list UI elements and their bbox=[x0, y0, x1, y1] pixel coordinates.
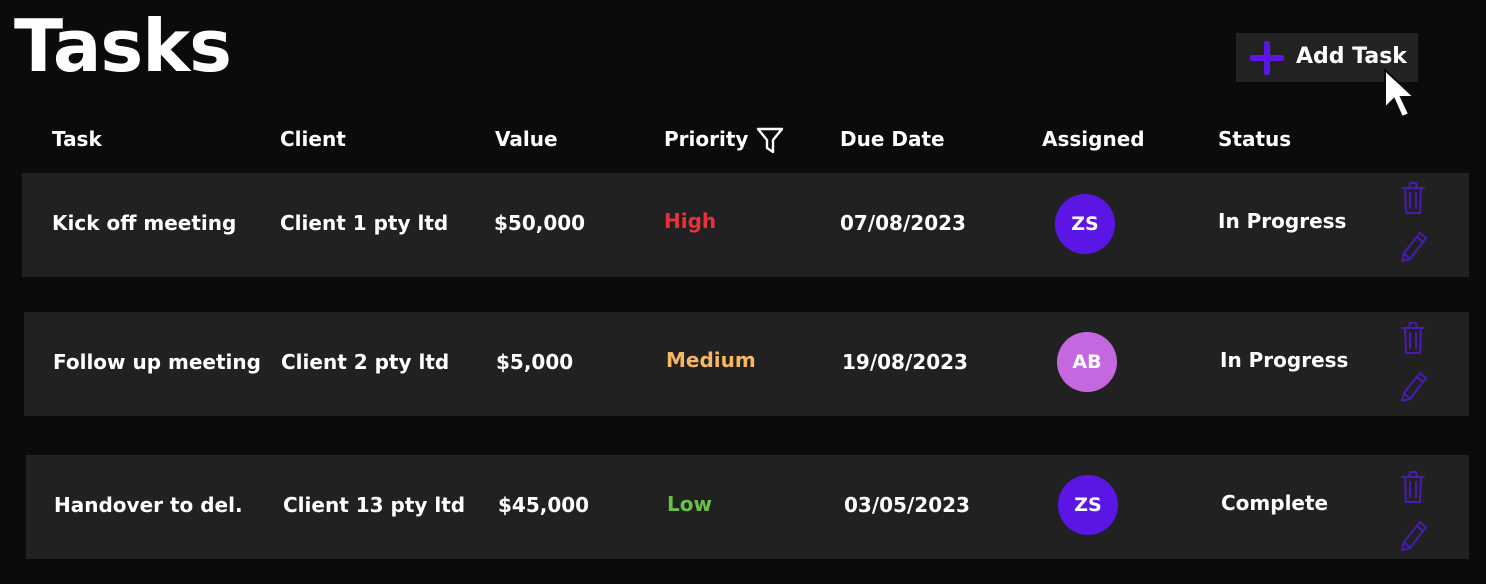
priority-badge: Low bbox=[667, 492, 712, 516]
due-date: 19/08/2023 bbox=[842, 350, 968, 374]
priority-badge: Medium bbox=[666, 348, 756, 372]
table-row[interactable]: Handover to del. Client 13 pty ltd $45,0… bbox=[26, 455, 1469, 559]
task-value: $50,000 bbox=[494, 211, 586, 235]
client-name: Client 13 pty ltd bbox=[283, 493, 466, 517]
header-assigned: Assigned bbox=[1042, 127, 1145, 151]
header-task: Task bbox=[52, 127, 102, 151]
trash-icon[interactable] bbox=[1398, 320, 1428, 356]
due-date: 03/05/2023 bbox=[844, 493, 970, 517]
header-value: Value bbox=[495, 127, 558, 151]
avatar[interactable]: ZS bbox=[1055, 194, 1115, 254]
priority-badge: High bbox=[664, 209, 717, 233]
header-client: Client bbox=[280, 127, 346, 151]
task-name: Kick off meeting bbox=[52, 211, 237, 235]
avatar[interactable]: AB bbox=[1057, 332, 1117, 392]
header-priority: Priority bbox=[664, 127, 749, 151]
status-text: In Progress bbox=[1220, 348, 1349, 372]
due-date: 07/08/2023 bbox=[840, 211, 966, 235]
header-status: Status bbox=[1218, 127, 1292, 151]
table-row[interactable]: Kick off meeting Client 1 pty ltd $50,00… bbox=[22, 173, 1469, 277]
trash-icon[interactable] bbox=[1398, 469, 1428, 505]
avatar[interactable]: ZS bbox=[1058, 475, 1118, 535]
pencil-icon[interactable] bbox=[1398, 518, 1428, 554]
add-task-label: Add Task bbox=[1296, 44, 1407, 69]
cursor-icon bbox=[1384, 68, 1417, 119]
client-name: Client 2 pty ltd bbox=[281, 350, 450, 374]
trash-icon[interactable] bbox=[1398, 180, 1428, 216]
client-name: Client 1 pty ltd bbox=[280, 211, 449, 235]
filter-icon[interactable] bbox=[756, 126, 784, 156]
task-name: Handover to del. bbox=[54, 493, 243, 517]
page-title: Tasks bbox=[14, 4, 232, 88]
task-value: $5,000 bbox=[496, 350, 574, 374]
task-value: $45,000 bbox=[498, 493, 590, 517]
plus-icon bbox=[1250, 41, 1284, 75]
status-text: Complete bbox=[1221, 491, 1329, 515]
header-due-date: Due Date bbox=[840, 127, 945, 151]
pencil-icon[interactable] bbox=[1398, 369, 1428, 405]
status-text: In Progress bbox=[1218, 209, 1347, 233]
pencil-icon[interactable] bbox=[1398, 229, 1428, 265]
add-task-button[interactable]: Add Task bbox=[1236, 33, 1418, 82]
task-name: Follow up meeting bbox=[53, 350, 261, 374]
table-row[interactable]: Follow up meeting Client 2 pty ltd $5,00… bbox=[24, 312, 1469, 416]
